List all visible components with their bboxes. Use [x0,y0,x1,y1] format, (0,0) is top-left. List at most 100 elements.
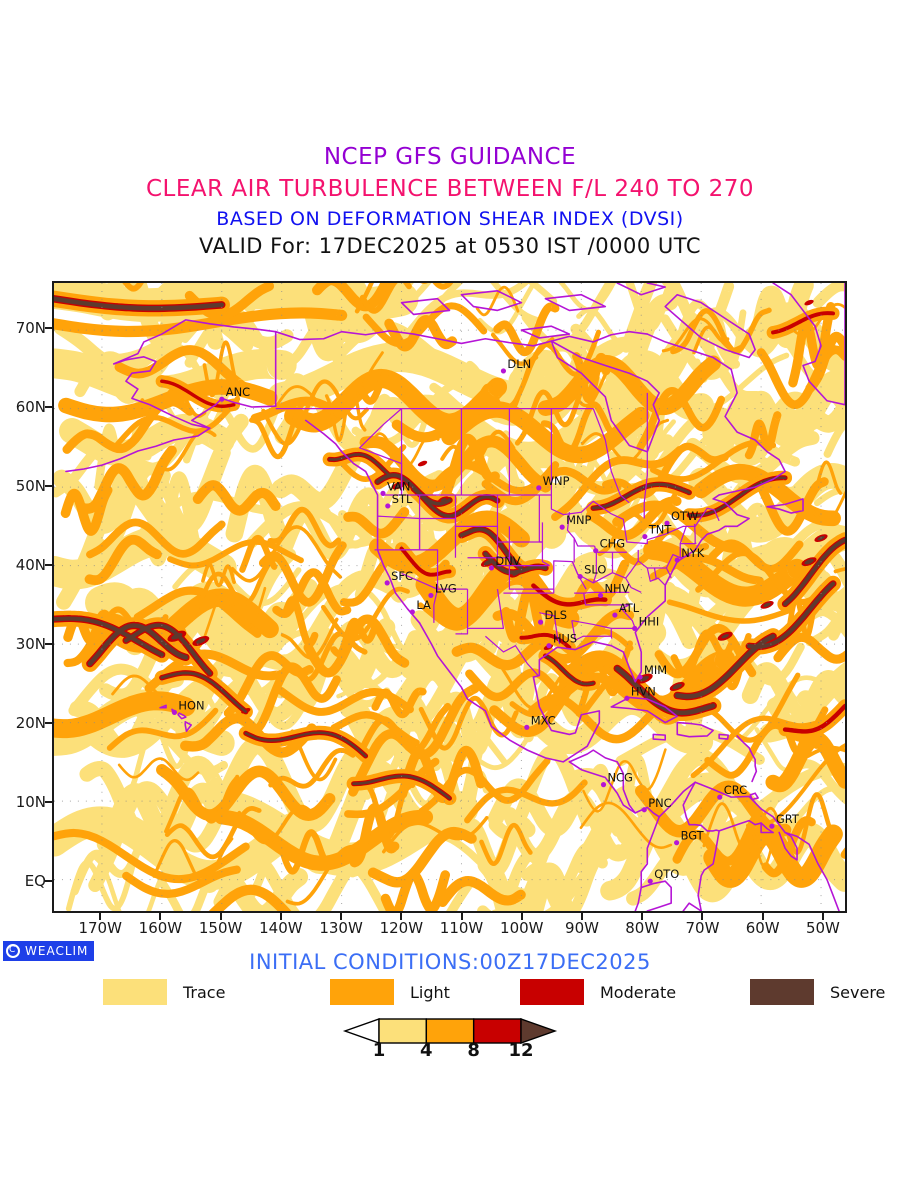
city-label: HON [178,698,204,712]
legend-label: Trace [183,982,226,1002]
city-label: OTW [671,509,698,523]
lat-tick-label: 50N [15,477,46,496]
city-marker [632,625,638,631]
initial-conditions-label: INITIAL CONDITIONS:00Z17DEC2025 [249,950,651,974]
legend-swatch [520,979,584,1005]
city-label: HHI [639,614,660,628]
city-label: MIM [644,663,667,677]
city-label: QTO [654,867,679,881]
city-marker [593,548,599,554]
lat-tick-mark [45,643,52,646]
city-marker [641,807,647,813]
colorbar-overflow-arrow [520,1018,558,1044]
title-method: BASED ON DEFORMATION SHEAR INDEX (DVSI) [216,208,684,230]
severity-legend: Trace Light Moderate Severe [0,978,900,1006]
city-label: NYK [681,546,705,560]
city-marker [171,709,178,715]
city-label: ANC [226,385,250,399]
lat-tick-label: EQ [24,872,46,891]
lat-tick-label: 70N [15,319,46,338]
copyright-circle-icon [6,943,20,958]
city-marker [647,878,653,884]
city-label: DLS [545,608,567,622]
city-label: STL [392,492,413,506]
severe-layer [54,296,845,800]
lon-tick-label: 170W [78,919,122,937]
lon-tick-mark [641,913,644,920]
weaclim-badge[interactable]: WEACLIM [3,941,95,961]
city-marker [637,674,643,680]
colorbar-ticks: 1 4 8 12 [341,1040,559,1064]
city-label: NCG [607,771,632,785]
city-marker [674,557,680,563]
lon-tick-mark [159,913,162,920]
city-label: NHV [604,581,629,595]
lon-tick-mark [340,913,343,920]
lon-tick-mark [400,913,403,920]
lon-tick-mark [821,913,824,920]
lon-tick-mark [761,913,764,920]
legend-item: Light [330,978,450,1006]
colorbar-tick-label: 8 [467,1040,480,1061]
city-marker [559,524,565,530]
city-label: GRT [776,812,800,826]
city-label: BGT [681,829,705,843]
city-marker [612,612,618,618]
city-label: HUS [553,632,577,646]
lat-tick-label: 60N [15,398,46,417]
city-marker [600,782,607,788]
legend-item: Trace [103,978,225,1006]
legend-label: Light [410,982,450,1002]
city-marker [664,520,670,526]
map-frame: DLN ANC VAN STL WNP MNP OTW TNT CHG NYK SLO DNV SFC L… [52,281,847,913]
city-marker [624,695,630,701]
state-borders [275,392,720,676]
legend-swatch [330,979,394,1005]
lon-tick-mark [219,913,222,920]
city-marker [642,533,648,540]
map-container[interactable]: DLN ANC VAN STL WNP MNP OTW TNT CHG NYK SLO DNV SFC L… [52,281,847,913]
lon-tick-mark [701,913,704,920]
city-label: TNT [648,523,673,537]
city-marker [488,565,495,571]
weaclim-badge-label: WEACLIM [25,944,89,958]
colorbar-tick-label: 12 [508,1040,534,1061]
city-marker [717,794,723,800]
city-label: LVG [435,581,457,595]
lon-tick-label: 160W [138,919,183,937]
lon-tick-label: 130W [319,919,363,937]
lat-tick-mark [45,485,52,488]
lat-tick-mark [45,880,52,883]
colorbar-tick-label: 1 [372,1040,386,1061]
lon-tick-label: 90W [565,919,599,937]
city-marker [219,396,225,402]
city-marker [577,574,583,580]
colorbar-segment [472,1018,522,1044]
city-marker [546,643,552,649]
lon-tick-mark [99,913,102,920]
lat-tick-mark [45,327,52,330]
city-marker [537,619,544,625]
lon-tick-mark [520,913,523,920]
lon-tick-label: 110W [439,919,484,937]
city-marker [769,823,775,829]
legend-label: Moderate [600,982,677,1002]
lon-tick-label: 60W [745,919,780,937]
lat-tick-label: 30N [15,635,46,654]
city-label: CRC [724,783,747,797]
city-label: MXC [531,713,556,727]
city-label: SFC [391,569,413,583]
city-marker [500,368,507,374]
lon-tick-mark [581,913,583,920]
lat-tick-mark [45,406,52,409]
lat-tick-mark [45,564,52,567]
city-label: SLO [584,563,606,577]
lat-tick-label: 10N [15,793,46,812]
city-marker [674,840,680,846]
city-label: PNC [648,796,671,810]
colorbar-tick-label: 4 [420,1040,433,1061]
lat-tick-label: 20N [15,714,46,733]
lon-tick-mark [460,913,463,920]
